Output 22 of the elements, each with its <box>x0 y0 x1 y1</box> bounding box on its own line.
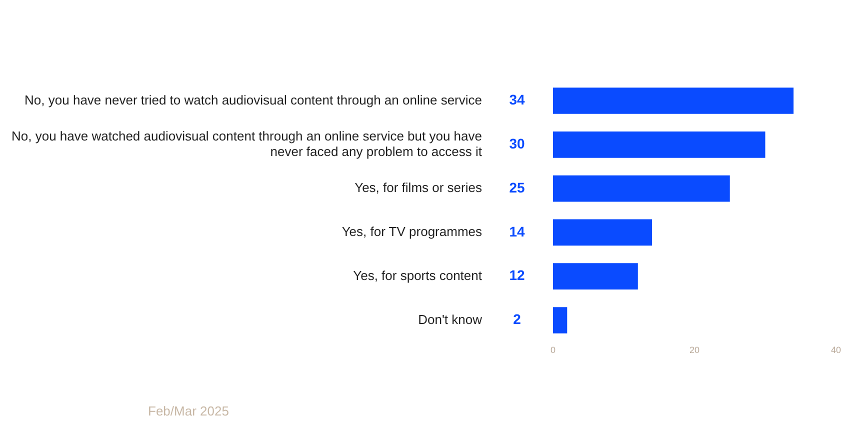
y-tick-label: Yes, for TV programmes <box>342 224 482 240</box>
bar <box>553 307 568 334</box>
bar <box>553 175 730 202</box>
y-tick-label: Don't know <box>418 312 483 327</box>
y-tick-label: No, you have watched audiovisual content through an online service but you have never faced any problem to access it <box>12 128 482 160</box>
x-tick-label: 40 <box>830 345 841 356</box>
y-tick-label: No, you have never tried to watch audiovisual content through an online service <box>24 92 482 108</box>
data-label: 30 <box>509 136 525 152</box>
bar <box>553 219 652 246</box>
bar <box>553 88 794 114</box>
bar <box>553 131 766 158</box>
y-tick-label: Yes, for sports content <box>353 268 482 283</box>
x-tick-label: 0 <box>550 345 556 356</box>
x-tick-label: 20 <box>689 345 700 356</box>
data-label: 14 <box>509 223 525 240</box>
data-label: 34 <box>509 92 525 108</box>
text: Feb/Mar 2025 <box>148 404 229 419</box>
y-tick-label: Yes, for films or series <box>354 180 482 196</box>
bar <box>553 263 638 290</box>
data-label: 25 <box>509 179 525 196</box>
data-label: 2 <box>513 311 522 328</box>
data-label: 12 <box>509 267 525 284</box>
